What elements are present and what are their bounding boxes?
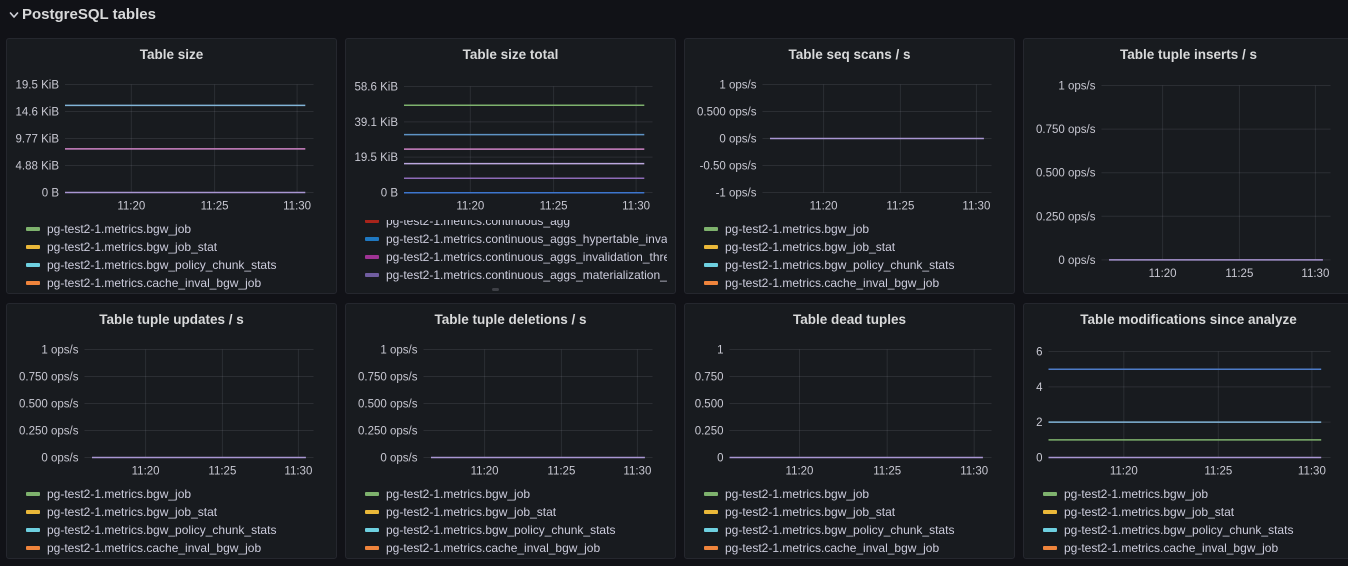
svg-text:0 ops/s: 0 ops/s bbox=[380, 453, 417, 465]
svg-text:1 ops/s: 1 ops/s bbox=[380, 345, 417, 357]
svg-text:11:25: 11:25 bbox=[208, 466, 236, 478]
svg-text:11:20: 11:20 bbox=[1149, 268, 1177, 280]
svg-text:11:20: 11:20 bbox=[1110, 466, 1138, 478]
svg-text:19.5 KiB: 19.5 KiB bbox=[16, 80, 60, 92]
svg-text:0.500: 0.500 bbox=[695, 399, 724, 411]
svg-text:11:20: 11:20 bbox=[117, 201, 145, 213]
svg-text:0.250 ops/s: 0.250 ops/s bbox=[19, 426, 79, 438]
svg-text:11:25: 11:25 bbox=[1204, 466, 1232, 478]
svg-text:11:30: 11:30 bbox=[623, 466, 651, 478]
svg-text:1: 1 bbox=[717, 345, 723, 357]
svg-text:1 ops/s: 1 ops/s bbox=[41, 345, 78, 357]
svg-text:58.6 KiB: 58.6 KiB bbox=[355, 82, 399, 94]
svg-text:11:20: 11:20 bbox=[810, 201, 838, 213]
svg-text:4: 4 bbox=[1036, 382, 1043, 394]
svg-text:11:25: 11:25 bbox=[540, 201, 568, 213]
svg-text:0.500 ops/s: 0.500 ops/s bbox=[1036, 168, 1096, 180]
svg-text:11:25: 11:25 bbox=[1225, 268, 1253, 280]
svg-text:0 B: 0 B bbox=[381, 188, 399, 200]
svg-text:0.250 ops/s: 0.250 ops/s bbox=[1036, 211, 1096, 223]
svg-text:6: 6 bbox=[1036, 347, 1042, 359]
svg-text:0 B: 0 B bbox=[42, 188, 60, 200]
svg-text:0.750 ops/s: 0.750 ops/s bbox=[358, 372, 418, 384]
svg-text:11:30: 11:30 bbox=[962, 201, 990, 213]
svg-text:9.77 KiB: 9.77 KiB bbox=[16, 134, 60, 146]
svg-text:11:25: 11:25 bbox=[873, 466, 901, 478]
svg-text:0 ops/s: 0 ops/s bbox=[1058, 255, 1095, 267]
svg-text:0.250: 0.250 bbox=[695, 426, 724, 438]
svg-text:0: 0 bbox=[1036, 453, 1042, 465]
svg-text:0.500 ops/s: 0.500 ops/s bbox=[19, 399, 79, 411]
svg-text:0.500 ops/s: 0.500 ops/s bbox=[358, 399, 418, 411]
svg-text:11:30: 11:30 bbox=[622, 201, 650, 213]
svg-text:0 ops/s: 0 ops/s bbox=[41, 453, 78, 465]
svg-text:11:20: 11:20 bbox=[786, 466, 814, 478]
svg-text:14.6 KiB: 14.6 KiB bbox=[16, 107, 60, 119]
svg-text:11:30: 11:30 bbox=[284, 466, 312, 478]
svg-text:0.750 ops/s: 0.750 ops/s bbox=[19, 372, 79, 384]
svg-text:11:25: 11:25 bbox=[201, 201, 229, 213]
svg-text:0.750 ops/s: 0.750 ops/s bbox=[1036, 124, 1096, 136]
svg-text:11:30: 11:30 bbox=[283, 201, 311, 213]
svg-text:0: 0 bbox=[717, 453, 723, 465]
svg-text:2: 2 bbox=[1036, 417, 1042, 429]
svg-text:11:25: 11:25 bbox=[547, 466, 575, 478]
svg-text:4.88 KiB: 4.88 KiB bbox=[16, 161, 60, 173]
svg-text:0.750: 0.750 bbox=[695, 372, 724, 384]
svg-text:11:30: 11:30 bbox=[1298, 466, 1326, 478]
svg-text:39.1 KiB: 39.1 KiB bbox=[355, 117, 399, 129]
svg-text:0.500 ops/s: 0.500 ops/s bbox=[697, 107, 757, 119]
svg-text:1 ops/s: 1 ops/s bbox=[719, 80, 756, 92]
svg-text:-1 ops/s: -1 ops/s bbox=[716, 188, 757, 200]
svg-text:1 ops/s: 1 ops/s bbox=[1058, 81, 1095, 93]
svg-text:11:25: 11:25 bbox=[886, 201, 914, 213]
svg-text:11:30: 11:30 bbox=[960, 466, 988, 478]
svg-text:11:20: 11:20 bbox=[471, 466, 499, 478]
svg-text:11:30: 11:30 bbox=[1301, 268, 1329, 280]
svg-text:19.5 KiB: 19.5 KiB bbox=[355, 152, 399, 164]
svg-text:11:20: 11:20 bbox=[132, 466, 160, 478]
svg-text:11:20: 11:20 bbox=[456, 201, 484, 213]
svg-text:0 ops/s: 0 ops/s bbox=[719, 134, 756, 146]
svg-text:-0.50 ops/s: -0.50 ops/s bbox=[700, 161, 757, 173]
svg-text:0.250 ops/s: 0.250 ops/s bbox=[358, 426, 418, 438]
